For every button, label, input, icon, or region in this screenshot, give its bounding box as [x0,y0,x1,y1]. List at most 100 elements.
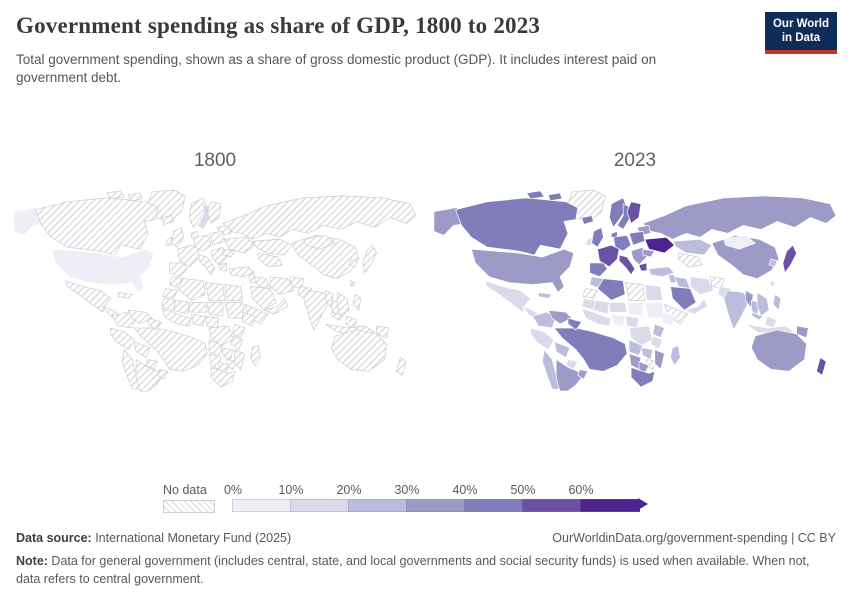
world-map-1800[interactable] [8,188,422,395]
map-region-zambia[interactable] [220,347,234,360]
map-region-canada[interactable] [455,197,579,256]
map-region-zimbabwe[interactable] [226,359,238,370]
map-region-iran[interactable] [689,276,715,295]
map-region-finland[interactable] [626,201,642,224]
map-region-uruguay[interactable] [577,369,589,380]
map-region-romania[interactable] [222,248,236,258]
legend-color-segment[interactable] [290,499,350,512]
map-region-png[interactable] [796,325,809,339]
map-region-bolivia[interactable] [133,341,151,358]
map-region-france[interactable] [177,244,200,268]
map-region-philippines[interactable] [352,294,362,311]
map-region-libya[interactable] [624,282,646,301]
map-region-norway[interactable] [609,197,628,228]
owid-logo[interactable]: Our World in Data [764,12,837,54]
map-region-taiwan[interactable] [349,280,356,287]
map-region-png[interactable] [376,325,389,339]
map-region-westafrica[interactable] [161,307,192,327]
map-region-australia[interactable] [330,329,387,372]
map-region-algeria[interactable] [177,278,206,301]
map-region-mozambique[interactable] [234,349,245,370]
map-region-egypt[interactable] [644,284,663,301]
map-region-kazakhstan[interactable] [252,238,293,256]
map-region-drc[interactable] [208,325,234,347]
map-region-germany[interactable] [612,234,632,252]
legend-color-segment[interactable] [580,499,640,512]
map-region-indonesia[interactable] [764,315,778,329]
map-region-ireland[interactable] [165,236,172,246]
map-region-malaysia[interactable] [330,311,344,321]
map-region-guyanas[interactable] [147,317,163,331]
map-region-kenyauganda[interactable] [652,323,665,339]
map-region-newzealand[interactable] [816,357,827,376]
map-region-usa[interactable] [471,248,575,293]
map-region-uk[interactable] [171,227,184,248]
map-region-malaysia[interactable] [750,311,764,321]
map-region-yemenoman[interactable] [683,298,709,315]
map-region-ethiopia[interactable] [242,311,255,327]
map-region-nigeria[interactable] [610,313,626,327]
map-region-polandbaltic[interactable] [628,231,646,246]
map-region-denmark[interactable] [190,231,198,238]
map-region-philippines[interactable] [772,294,782,311]
map-region-paraguay[interactable] [145,359,159,370]
map-region-australia[interactable] [750,329,807,372]
map-region-mauritania[interactable] [161,298,176,311]
map-region-iberia[interactable] [589,262,608,278]
map-region-saudi[interactable] [250,286,277,311]
map-region-nigeria[interactable] [190,313,206,327]
map-region-uruguay[interactable] [157,369,169,380]
map-region-kenyauganda[interactable] [232,323,245,339]
map-region-algeria[interactable] [597,278,626,301]
map-region-romania[interactable] [642,248,656,258]
map-region-usa[interactable] [51,248,155,293]
map-region-iceland[interactable] [161,215,174,225]
map-region-zimbabwe[interactable] [646,359,658,370]
map-region-iceland[interactable] [581,215,594,225]
map-region-madagascar[interactable] [670,345,681,366]
map-region-cameroon[interactable] [624,315,640,329]
legend-no-data-swatch[interactable] [163,500,215,513]
legend-color-segment[interactable] [464,499,524,512]
map-region-tanzania[interactable] [230,335,243,351]
map-region-egypt[interactable] [224,284,243,301]
map-region-peru[interactable] [110,327,135,351]
map-region-russia[interactable] [642,195,837,240]
map-region-russia[interactable] [222,195,417,240]
map-region-greece[interactable] [638,262,648,272]
map-region-westafrica[interactable] [581,307,612,327]
map-region-kazakhstan[interactable] [672,238,713,256]
map-region-southafrica[interactable] [210,367,236,388]
map-region-sudan[interactable] [224,301,245,319]
map-region-argentina[interactable] [555,359,583,392]
map-region-japan[interactable] [362,244,378,274]
map-region-madagascar[interactable] [250,345,261,366]
map-region-zambia[interactable] [640,347,654,360]
map-region-canada[interactable] [106,190,125,200]
map-region-mexico[interactable] [484,280,531,313]
map-region-canada[interactable] [547,192,563,202]
map-region-japan[interactable] [782,244,798,274]
map-region-greece[interactable] [218,262,228,272]
map-region-argentina[interactable] [135,359,163,392]
map-region-uk[interactable] [591,227,604,248]
world-map-2023[interactable] [428,188,842,395]
map-region-germany[interactable] [192,234,212,252]
map-region-indochina[interactable] [336,292,350,317]
map-region-ukraine[interactable] [644,236,675,254]
map-region-canada[interactable] [35,197,159,256]
map-region-wsahara[interactable] [162,288,178,299]
map-region-ukraine[interactable] [224,236,255,254]
map-region-taiwan[interactable] [769,280,776,287]
map-region-mongolia[interactable] [303,234,336,250]
map-region-bolivia[interactable] [553,341,571,358]
legend-color-segment[interactable] [522,499,582,512]
map-region-mali[interactable] [593,300,610,315]
map-region-skorea[interactable] [348,258,358,268]
map-region-tanzania[interactable] [650,335,663,351]
legend-color-segment[interactable] [406,499,466,512]
map-region-france[interactable] [597,244,620,268]
map-region-guyanas[interactable] [567,317,583,331]
map-region-newzealand[interactable] [396,357,407,376]
map-region-ireland[interactable] [585,236,592,246]
